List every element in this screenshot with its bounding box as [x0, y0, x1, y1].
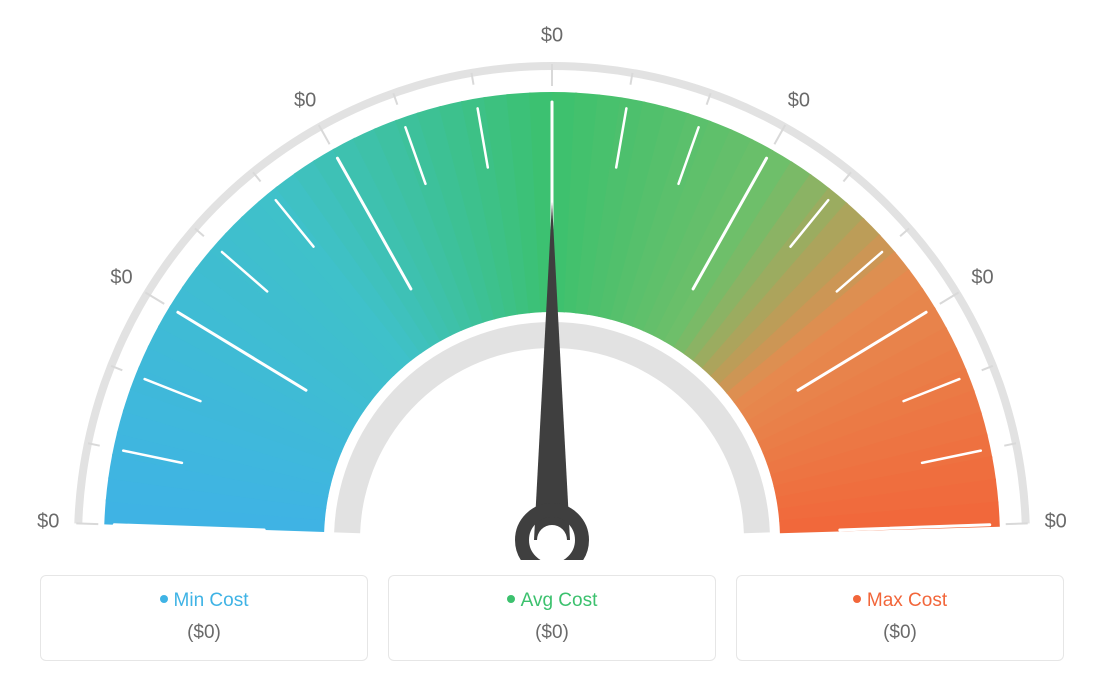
legend-title-min: Min Cost — [51, 590, 357, 612]
legend-value-min: ($0) — [51, 622, 357, 644]
legend-title-text: Max Cost — [867, 590, 947, 611]
legend-card-max: Max Cost ($0) — [736, 575, 1064, 661]
legend-title-avg: Avg Cost — [399, 590, 705, 612]
gauge-tick-label: $0 — [1045, 511, 1067, 534]
legend-card-avg: Avg Cost ($0) — [388, 575, 716, 661]
gauge-tick-label: $0 — [971, 266, 993, 289]
legend-card-min: Min Cost ($0) — [40, 575, 368, 661]
gauge-tick-label: $0 — [110, 266, 132, 289]
legend-title-text: Avg Cost — [521, 590, 598, 611]
legend-value-max: ($0) — [747, 622, 1053, 644]
gauge-tick-label: $0 — [541, 25, 563, 48]
legend-value-avg: ($0) — [399, 622, 705, 644]
legend-row: Min Cost ($0) Avg Cost ($0) Max Cost ($0… — [40, 575, 1064, 661]
gauge-tick-label: $0 — [37, 511, 59, 534]
gauge-tick-label: $0 — [788, 89, 810, 112]
gauge-tick-label: $0 — [294, 89, 316, 112]
gauge-chart: $0 $0 $0 $0 $0 $0 $0 — [32, 20, 1072, 560]
gauge-svg — [32, 20, 1072, 560]
legend-dot-min — [160, 595, 168, 603]
legend-dot-max — [853, 595, 861, 603]
legend-dot-avg — [507, 595, 515, 603]
legend-title-text: Min Cost — [174, 590, 249, 611]
legend-title-max: Max Cost — [747, 590, 1053, 612]
